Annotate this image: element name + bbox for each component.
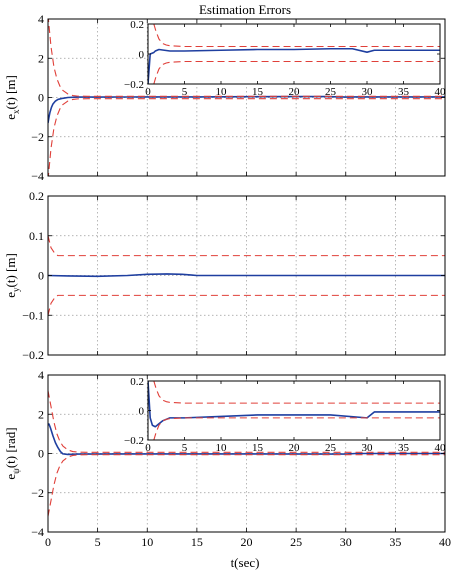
panel-2-series-error xyxy=(48,273,445,278)
panel-1-series-bound-upper xyxy=(48,19,445,97)
panel-1-series-error xyxy=(48,95,445,124)
panel-3-inset-x-tick-label: 30 xyxy=(362,442,374,454)
panel-1-y-tick-label: −4 xyxy=(31,169,44,183)
panel-3-inset-x-tick-label: 40 xyxy=(435,442,447,454)
panel-1-inset-axes: 0 5 10 15 20 25 30 35 40−0.200.2 xyxy=(124,19,446,98)
panel-2-y-label: ey(t) [m] xyxy=(3,253,21,298)
panel-1-inset-y-tick-label: −0.2 xyxy=(124,79,144,91)
panel-3-x-tick-label: 30 xyxy=(340,535,352,549)
panel-3-y-tick-label: −4 xyxy=(31,525,44,539)
panel-3-x-tick-label: 40 xyxy=(439,535,451,549)
panel-3-y-tick-label: 0 xyxy=(38,447,44,461)
y-label-subscript: x xyxy=(11,109,21,114)
panel-1-inset-x-tick-label: 40 xyxy=(435,86,447,98)
panel-1-inset-y-tick-label: 0 xyxy=(139,49,145,61)
y-label-base: e xyxy=(3,114,18,120)
panel-3-series-error xyxy=(48,423,445,456)
panel-3-inset-background xyxy=(148,381,440,440)
panel-2-y-tick-label: −0.2 xyxy=(22,348,44,362)
panel-3-inset-x-tick-label: 10 xyxy=(216,442,228,454)
panel-1-y-tick-label: 2 xyxy=(38,51,44,65)
y-label-rest: (t) [m] xyxy=(3,75,18,109)
panel-1-inset-series-bound-lower xyxy=(153,60,440,84)
figure-title: Estimation Errors xyxy=(199,2,291,17)
panel-3-y-tick-label: 2 xyxy=(38,407,44,421)
panel-3-inset-series-error xyxy=(148,381,440,428)
panel-1-inset-series-error xyxy=(148,47,440,84)
panel-3-inset-x-tick-label: 5 xyxy=(182,442,188,454)
panel-3-inset-x-tick-label: 15 xyxy=(252,442,264,454)
panel-3-series-bound-lower xyxy=(48,454,445,517)
panel-1-inset-series-bound-upper xyxy=(153,24,440,48)
panel-3-inset-series-bound-upper xyxy=(153,381,440,404)
panel-3-x-tick-label: 35 xyxy=(389,535,401,549)
panel-3-inset-y-tick-label: 0 xyxy=(139,406,145,418)
panel-1-series-bound-lower xyxy=(48,98,445,176)
panel-3-x-tick-label: 20 xyxy=(241,535,253,549)
panel-1-inset-background xyxy=(148,24,440,84)
panel-1-inset-x-tick-label: 5 xyxy=(182,86,188,98)
panel-3-x-tick-label: 15 xyxy=(191,535,203,549)
panel-2-y-tick-label: 0.1 xyxy=(29,229,44,243)
panel-3-inset-y-tick-label: −0.2 xyxy=(124,435,144,447)
y-label-base: e xyxy=(3,474,18,480)
panel-3-x-tick-label: 0 xyxy=(45,535,51,549)
panel-1-y-tick-label: −2 xyxy=(31,130,44,144)
panel-3: 0 5 10 15 20 25 30 35 40 −4 −2 0 2 4 eψ(t) [rad] 0 5 10 15… xyxy=(3,368,451,549)
panel-3-x-tick-label: 5 xyxy=(95,535,101,549)
panel-3-inset-axes: 0 5 10 15 20 25 30 35 40−0.200.2 xyxy=(124,376,446,454)
panel-3-inset-x-tick-label: 20 xyxy=(289,442,301,454)
panel-1-y-tick-label: 4 xyxy=(38,12,44,26)
y-label-base: e xyxy=(3,292,18,298)
y-label-subscript: y xyxy=(11,287,21,292)
panel-2-axes: −0.2 −0.1 0 0.1 0.2 xyxy=(22,189,446,362)
panel-1-inset-x-tick-label: 0 xyxy=(145,86,151,98)
panel-3-inset-y-tick-label: 0.2 xyxy=(130,376,144,388)
panel-3-x-tick-label: 10 xyxy=(141,535,153,549)
panel-1-inset-x-tick-label: 20 xyxy=(289,86,301,98)
panel-1-inset-x-tick-label: 30 xyxy=(362,86,374,98)
panel-3-y-label: eψ(t) [rad] xyxy=(3,427,21,479)
y-label-rest: (t) [rad] xyxy=(3,427,18,468)
panel-3-y-tick-label: −2 xyxy=(31,486,44,500)
panel-1-y-tick-label: 0 xyxy=(38,91,44,105)
panel-1-inset-x-tick-label: 15 xyxy=(252,86,264,98)
panel-1-inset-x-tick-label: 35 xyxy=(398,86,410,98)
panel-3-inset-x-tick-label: 0 xyxy=(145,442,151,454)
x-axis-label: t(sec) xyxy=(231,555,260,570)
y-label-rest: (t) [m] xyxy=(3,253,18,287)
panel-2: −0.2 −0.1 0 0.1 0.2 ey(t) [m] xyxy=(3,189,446,362)
panel-3-inset-x-tick-label: 25 xyxy=(325,442,337,454)
panel-3-inset-x-tick-label: 35 xyxy=(398,442,410,454)
panel-1-inset-x-tick-label: 25 xyxy=(325,86,337,98)
panel-3-x-tick-label: 25 xyxy=(290,535,302,549)
panel-3-series-bound-upper xyxy=(48,390,445,453)
panel-2-y-tick-label: 0 xyxy=(38,269,44,283)
panel-1-y-label: ex(t) [m] xyxy=(3,75,21,120)
panel-1-inset-x-tick-label: 10 xyxy=(216,86,228,98)
panel-2-y-tick-label: −0.1 xyxy=(22,308,44,322)
panel-2-y-tick-label: 0.2 xyxy=(29,189,44,203)
panel-1-inset-y-tick-label: 0.2 xyxy=(130,19,144,31)
panel-3-inset-series-bound-lower xyxy=(153,417,440,440)
panel-3-y-tick-label: 4 xyxy=(38,368,44,382)
y-label-subscript: ψ xyxy=(11,468,21,474)
